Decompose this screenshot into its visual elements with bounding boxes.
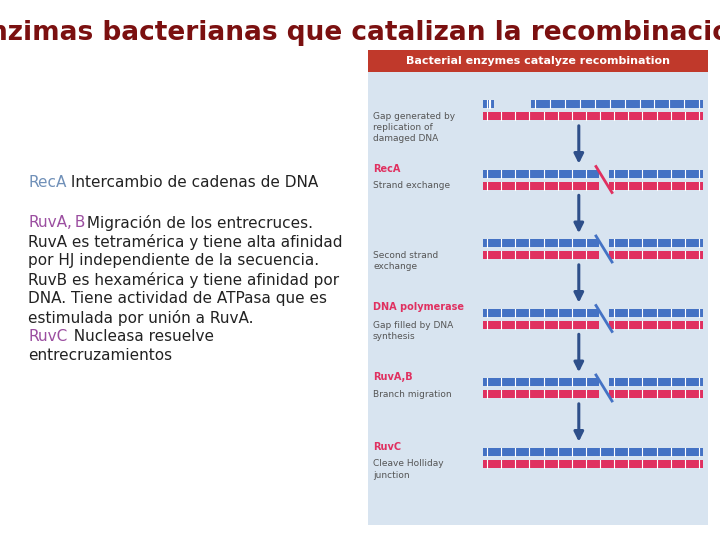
Bar: [483, 308, 703, 316]
Bar: [483, 170, 703, 178]
Bar: [483, 112, 703, 120]
Bar: [483, 100, 494, 108]
Bar: [483, 460, 703, 468]
Bar: [483, 181, 703, 190]
Bar: [599, 180, 609, 191]
Bar: [368, 50, 708, 525]
Bar: [531, 100, 703, 108]
Text: RecA: RecA: [28, 175, 66, 190]
Text: Strand exchange: Strand exchange: [373, 181, 450, 191]
Bar: [599, 320, 609, 329]
Text: Enzimas bacterianas que catalizan la recombinación: Enzimas bacterianas que catalizan la rec…: [0, 18, 720, 46]
Bar: [483, 448, 703, 456]
Bar: [483, 390, 703, 398]
Text: Migración de los entrecruces.: Migración de los entrecruces.: [82, 215, 313, 231]
Text: Second strand
exchange: Second strand exchange: [373, 251, 438, 271]
Text: RuvA,: RuvA,: [28, 215, 72, 230]
Text: Branch migration: Branch migration: [373, 390, 451, 399]
Bar: [483, 378, 703, 386]
Text: Intercambio de cadenas de DNA: Intercambio de cadenas de DNA: [66, 175, 318, 190]
Text: B: B: [70, 215, 86, 230]
Bar: [483, 321, 703, 328]
Bar: [599, 168, 609, 179]
Text: RuvC: RuvC: [28, 329, 67, 344]
Bar: [483, 251, 703, 259]
Text: RuvA es tetramérica y tiene alta afinidad: RuvA es tetramérica y tiene alta afinida…: [28, 234, 343, 250]
Bar: [599, 307, 609, 318]
Text: RuvA,B: RuvA,B: [373, 372, 413, 382]
Text: Bacterial enzymes catalyze recombination: Bacterial enzymes catalyze recombination: [406, 56, 670, 66]
Text: por HJ independiente de la secuencia.: por HJ independiente de la secuencia.: [28, 253, 319, 268]
Bar: [368, 50, 708, 72]
Bar: [599, 238, 609, 248]
Text: RuvB es hexamérica y tiene afinidad por: RuvB es hexamérica y tiene afinidad por: [28, 272, 339, 288]
Text: Cleave Holliday
junction: Cleave Holliday junction: [373, 460, 444, 480]
Text: estimulada por unión a RuvA.: estimulada por unión a RuvA.: [28, 310, 253, 326]
Text: RecA: RecA: [373, 164, 400, 173]
Text: DNA polymerase: DNA polymerase: [373, 302, 464, 313]
Text: RuvC: RuvC: [373, 442, 401, 451]
Text: Nucleasa resuelve: Nucleasa resuelve: [64, 329, 214, 344]
Bar: [483, 239, 703, 247]
Text: entrecruzamientos: entrecruzamientos: [28, 348, 172, 363]
Bar: [599, 377, 609, 387]
Bar: [599, 250, 609, 260]
Text: Gap generated by
replication of
damaged DNA: Gap generated by replication of damaged …: [373, 112, 455, 143]
Text: DNA. Tiene actividad de ATPasa que es: DNA. Tiene actividad de ATPasa que es: [28, 291, 327, 306]
Text: Gap filled by DNA
synthesis: Gap filled by DNA synthesis: [373, 321, 454, 341]
Bar: [599, 389, 609, 399]
